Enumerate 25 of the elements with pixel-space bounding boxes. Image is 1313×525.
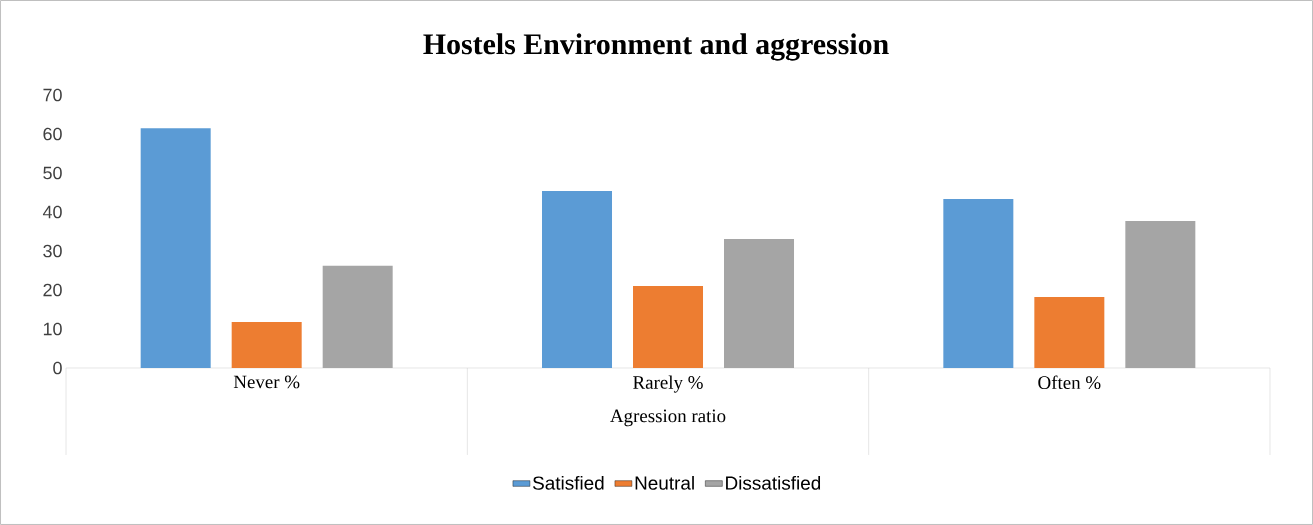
- y-tick-label: 40: [42, 205, 62, 219]
- chart-title: Hostels Environment and aggression: [423, 33, 889, 61]
- bar: [322, 265, 393, 368]
- y-tick-label: 60: [43, 127, 62, 141]
- bar: [1125, 220, 1196, 368]
- y-tick-label: 70: [43, 88, 62, 102]
- bar: [1034, 297, 1105, 368]
- legend-label: Dissatisfied: [726, 475, 821, 490]
- y-tick-label: 20: [43, 283, 62, 297]
- x-tick-label: Never %: [233, 375, 300, 389]
- bar: [542, 190, 613, 368]
- y-tick-label: 50: [43, 166, 62, 180]
- legend-label: Neutral: [635, 475, 694, 490]
- bar: [724, 238, 795, 368]
- bar: [140, 128, 211, 368]
- x-tick-label: Often %: [1038, 375, 1101, 390]
- y-tick-label: 10: [43, 322, 62, 336]
- bar: [633, 286, 704, 368]
- y-tick-label: 0: [53, 361, 62, 375]
- legend-label: Satisfied: [532, 475, 604, 490]
- bar: [943, 199, 1014, 368]
- x-tick-label: Rarely %: [633, 375, 703, 393]
- x-axis-title: Agression ratio: [610, 409, 726, 427]
- y-tick-label: 30: [43, 244, 62, 258]
- bar: [231, 321, 302, 368]
